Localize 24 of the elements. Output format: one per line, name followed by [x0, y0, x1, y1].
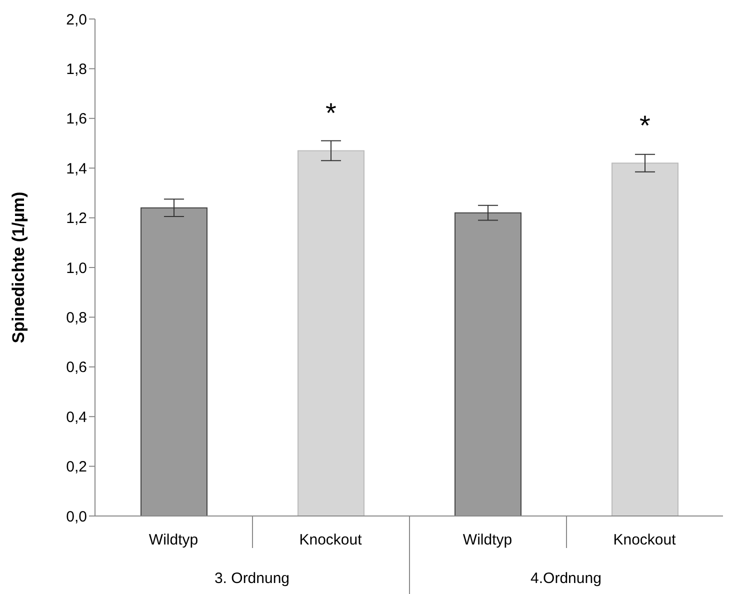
- y-tick-label: 0,0: [66, 508, 87, 526]
- x-tick-label: Wildtyp: [462, 532, 512, 549]
- data-label: *: [326, 98, 337, 129]
- x-tick-label: Wildtyp: [148, 532, 198, 549]
- y-axis-title: Spinedichte (1/µm): [9, 192, 28, 344]
- y-tick-label: 0,2: [66, 458, 87, 476]
- y-tick-label: 1,2: [66, 210, 87, 228]
- bar: [454, 212, 522, 516]
- bar: [612, 162, 678, 516]
- y-tick-label: 1,8: [66, 61, 87, 78]
- y-tick-label: 1,0: [66, 260, 87, 277]
- y-tick-label: 1,6: [66, 110, 87, 128]
- y-tick-label: 1,4: [66, 160, 87, 178]
- y-tick-label: 0,6: [66, 359, 87, 376]
- text: 4.Ordnung: [530, 570, 602, 587]
- x-tick-label: Knockout: [613, 532, 677, 549]
- bar: [140, 207, 208, 516]
- x-tick-label: Knockout: [299, 532, 363, 549]
- data-label: *: [640, 110, 651, 142]
- y-tick-label: 0,8: [66, 310, 87, 327]
- y-tick-label: 0,4: [66, 408, 87, 426]
- bar: [298, 150, 364, 516]
- text: 3. Ordnung: [213, 570, 291, 587]
- y-tick-label: 2,0: [66, 11, 87, 28]
